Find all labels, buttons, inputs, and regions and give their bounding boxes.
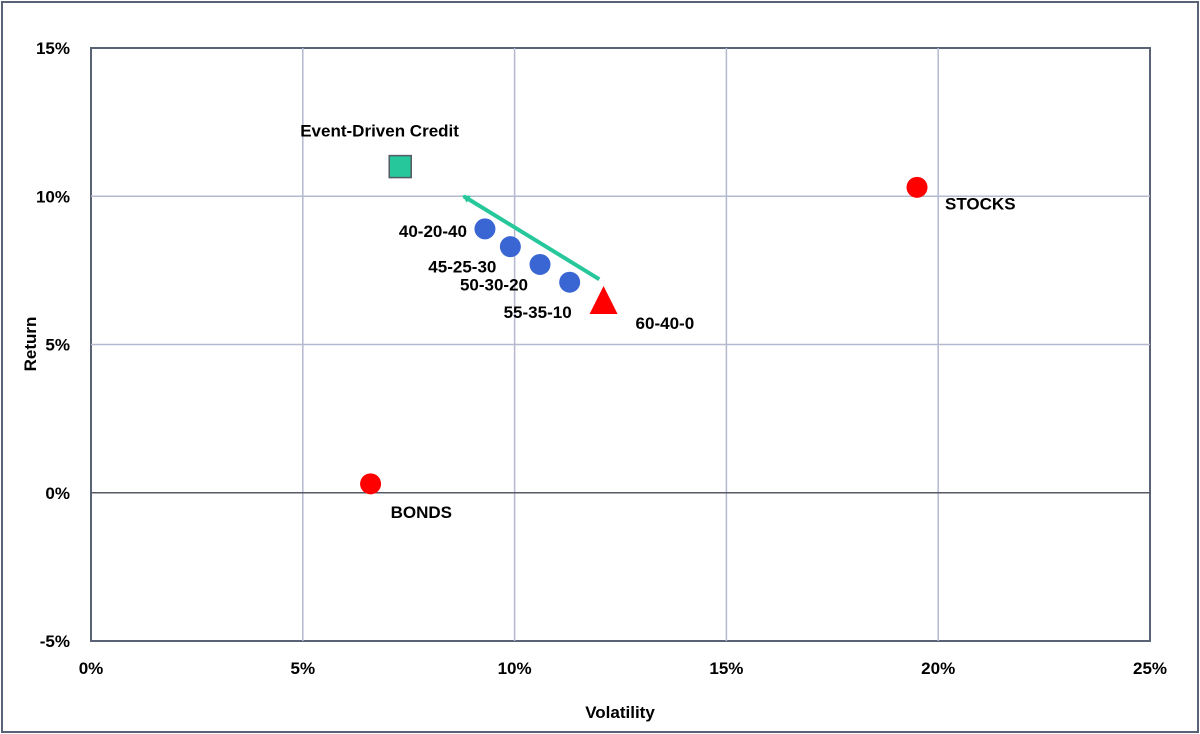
- x-tick-label: 15%: [709, 659, 743, 678]
- point-label-40-20-40: 40-20-40: [399, 222, 467, 241]
- point-45-25-30: [499, 236, 521, 258]
- y-tick-label: 0%: [45, 484, 70, 503]
- trend-arrow: [462, 194, 601, 281]
- x-tick-label: 25%: [1133, 659, 1167, 678]
- x-tick-label: 5%: [291, 659, 316, 678]
- point-40-20-40: [474, 218, 496, 240]
- point-label-60-40-0: 60-40-0: [636, 314, 695, 333]
- x-tick-label: 20%: [921, 659, 955, 678]
- point-bonds: [360, 473, 382, 495]
- point-60-40-0: [589, 285, 618, 314]
- point-label-55-35-10: 55-35-10: [504, 303, 572, 322]
- y-tick-label: 5%: [45, 336, 70, 355]
- x-tick-label: 10%: [498, 659, 532, 678]
- point-label-45-25-30: 45-25-30: [428, 258, 496, 277]
- point-label-stocks: STOCKS: [945, 194, 1016, 213]
- x-tick-label: 0%: [79, 659, 104, 678]
- y-tick-label: 15%: [36, 39, 70, 58]
- point-stocks: [906, 176, 928, 198]
- point-label-50-30-20: 50-30-20: [460, 275, 528, 294]
- y-axis-label: Return: [21, 317, 40, 372]
- y-tick-label: 10%: [36, 187, 70, 206]
- point-50-30-20: [529, 253, 551, 275]
- point-label-event-driven-credit: Event-Driven Credit: [300, 122, 459, 141]
- x-axis-label: Volatility: [585, 703, 655, 722]
- point-event-driven-credit: [388, 154, 412, 179]
- point-55-35-10: [559, 271, 581, 293]
- point-label-bonds: BONDS: [391, 503, 452, 522]
- y-tick-label: -5%: [40, 632, 70, 651]
